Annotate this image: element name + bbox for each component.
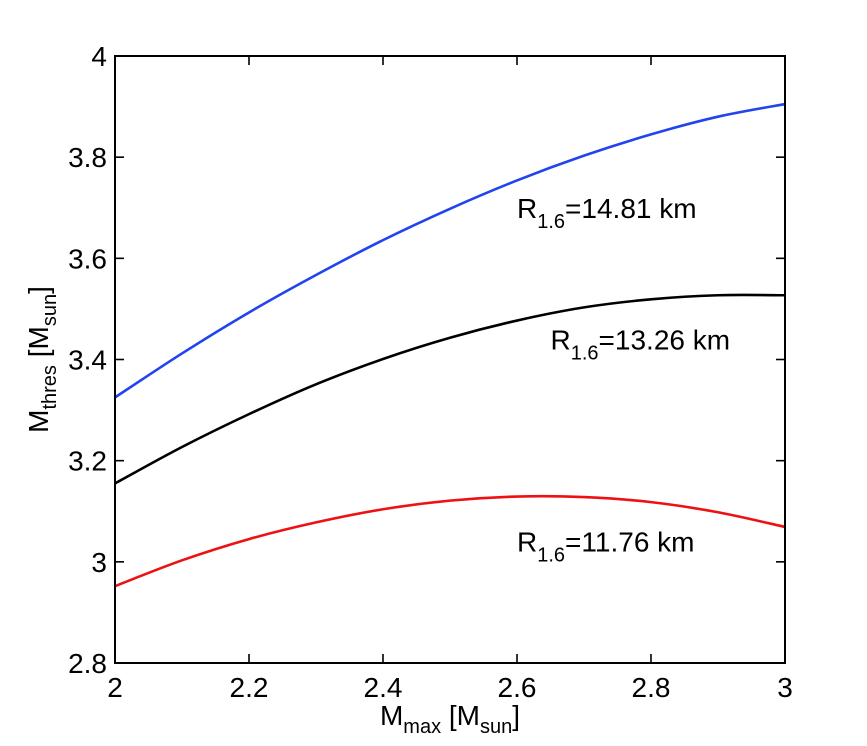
y-tick-label: 2.8 [68,648,107,679]
y-tick-label: 3.6 [68,243,107,274]
x-axis-label: Mmax [Msun] [380,700,520,738]
x-tick-label: 2.2 [230,672,269,703]
y-axis-label-unit-open: [M [23,326,54,365]
plot-frame [114,55,786,664]
y-axis-label-main: M [23,410,54,433]
series-line-3 [114,494,786,588]
y-tick-label: 3.8 [68,142,107,173]
y-axis-label-sub: thres [39,365,61,409]
x-tick-label: 2.4 [364,672,403,703]
curve-annotation: R1.6=14.81 km [517,193,697,233]
y-tick-label: 3 [91,547,107,578]
annotation-layer: R1.6=14.81 km R1.6=13.26 km R1.6=11.76 km [517,193,730,567]
series-line-1 [114,102,786,399]
x-tick-label: 2.8 [632,672,671,703]
series-layer [114,102,786,588]
series-line-2 [114,293,786,485]
x-axis-label-unit-sub: sun [480,716,512,738]
x-tick-label: 2.6 [498,672,537,703]
x-axis-label-main: M [380,700,403,731]
curve-annotation: R1.6=13.26 km [551,324,731,364]
curve-annotation: R1.6=11.76 km [517,527,695,567]
x-axis-label-sub: max [403,716,441,738]
x-tick-label: 3 [777,672,793,703]
y-tick-label: 3.2 [68,446,107,477]
y-tick-label: 4 [91,41,107,72]
ticks-layer: 2 2.2 2.4 2.6 2.8 3 2.8 3 3.2 3.4 3.6 3.8 4 [68,41,793,703]
y-axis-label: Mthres [Msun] [23,286,61,433]
y-axis-label-unit-sub: sun [39,294,61,326]
x-axis-label-unit-close: ] [512,700,520,731]
x-tick-label: 2 [107,672,123,703]
x-axis-label-unit-open: [M [441,700,480,731]
y-axis-label-unit-close: ] [23,286,54,294]
y-tick-label: 3.4 [68,345,107,376]
